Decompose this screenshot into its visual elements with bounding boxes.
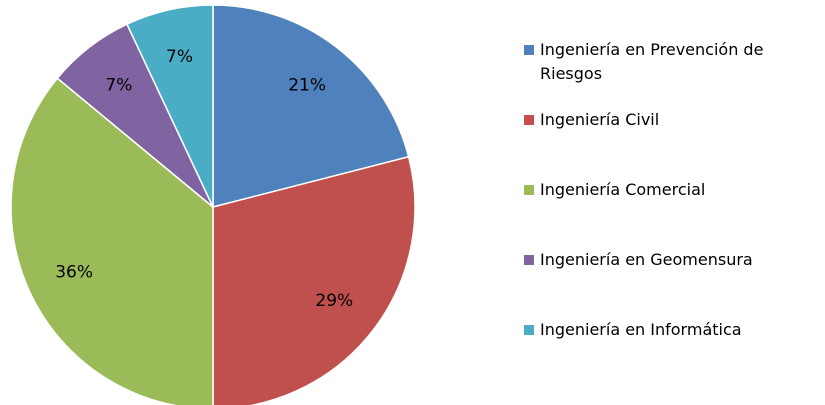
legend-label: Ingeniería en Informática	[540, 320, 742, 339]
slice	[10, 77, 214, 405]
legend-item: Ingeniería en Prevención de Riesgos	[524, 38, 824, 86]
data-label: 7%	[166, 47, 193, 67]
legend-swatch	[524, 185, 534, 195]
data-label: 21%	[288, 76, 326, 96]
slice	[125, 4, 214, 208]
data-label: 7%	[105, 76, 132, 96]
slice	[212, 4, 410, 208]
legend-item: Ingeniería Comercial	[524, 178, 824, 202]
slice	[212, 155, 416, 405]
legend-item: Ingeniería en Informática	[524, 318, 824, 342]
legend-swatch	[524, 45, 534, 55]
legend-label: Ingeniería en Prevención de Riesgos	[540, 40, 764, 83]
legend-label: Ingeniería Comercial	[540, 180, 706, 199]
legend-swatch	[524, 325, 534, 335]
legend-item: Ingeniería Civil	[524, 108, 824, 132]
data-label: 36%	[55, 262, 93, 282]
legend-label: Ingeniería Civil	[540, 110, 660, 129]
legend-swatch	[524, 255, 534, 265]
data-label: 29%	[315, 291, 353, 311]
legend-swatch	[524, 115, 534, 125]
legend-item: Ingeniería en Geomensura	[524, 248, 824, 272]
legend-label: Ingeniería en Geomensura	[540, 250, 753, 269]
